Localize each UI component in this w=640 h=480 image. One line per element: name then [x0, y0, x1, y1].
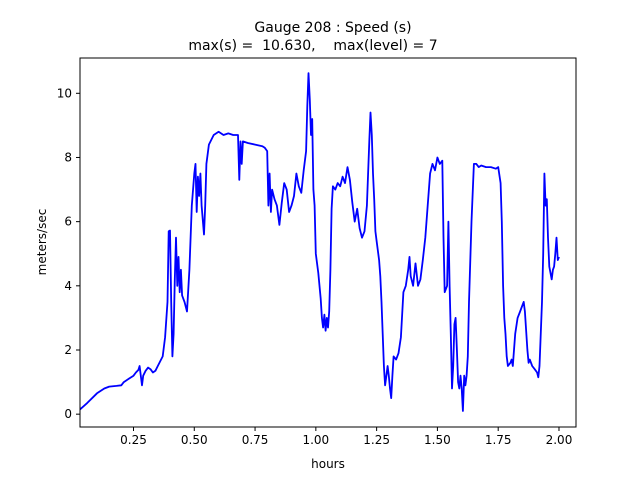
x-tick-label: 1.25	[363, 433, 390, 447]
plot-area	[80, 72, 560, 412]
x-tick-label: 1.75	[485, 433, 512, 447]
x-tick-label: 2.00	[546, 433, 573, 447]
y-axis-label: meters/sec	[35, 209, 49, 276]
x-axis-label: hours	[311, 457, 345, 471]
x-tick-label: 0.25	[120, 433, 147, 447]
y-tick-label: 0	[64, 407, 72, 421]
y-tick-label: 8	[64, 150, 72, 164]
x-tick-label: 0.75	[242, 433, 269, 447]
y-tick-label: 4	[64, 279, 72, 293]
x-tick-label: 1.00	[302, 433, 329, 447]
y-tick-label: 6	[64, 215, 72, 229]
y-tick-label: 10	[57, 86, 72, 100]
speed-series-line	[80, 72, 560, 412]
chart-title: Gauge 208 : Speed (s)	[254, 20, 411, 36]
x-tick-label: 0.50	[181, 433, 208, 447]
plot-frame	[79, 57, 577, 428]
x-tick-label: 1.50	[424, 433, 451, 447]
x-axis-ticks: 0.25 0.50 0.75 1.00 1.25 1.50 1.75 2.00	[120, 427, 572, 447]
y-axis-ticks: 0 2 4 6 8 10	[57, 86, 80, 421]
y-tick-label: 2	[64, 343, 72, 357]
chart-subtitle: max(s) = 10.630, max(level) = 7	[188, 38, 437, 54]
